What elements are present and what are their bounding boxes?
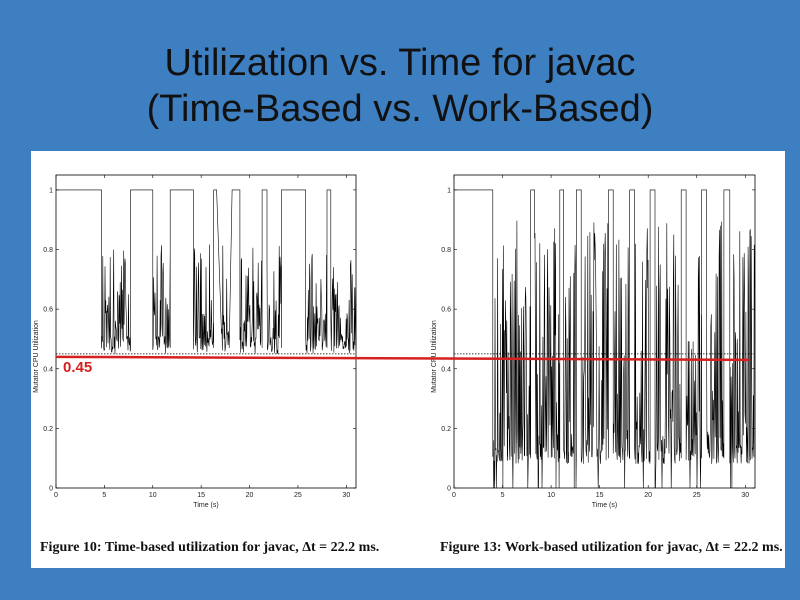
caption-figure-10-text: Time-based utilization for javac, Δt = 2… [104,540,380,555]
x-tick-label: 20 [644,492,652,499]
x-tick-label: 30 [741,492,749,499]
x-tick-label: 30 [342,492,350,499]
y-tick-label: 0 [447,486,451,493]
y-tick-label: 0.4 [441,366,451,373]
x-tick-label: 5 [102,492,106,499]
y-tick-label: 0 [49,486,53,493]
x-axis-label: Time (s) [193,502,218,509]
utilization-trace [454,189,756,489]
slide-title: Utilization vs. Time for javac (Time-Bas… [0,40,800,132]
reference-value-label: 0.45 [63,359,92,376]
caption-figure-13-text: Work-based utilization for javac, Δt = 2… [504,540,783,555]
x-tick-label: 5 [501,492,505,499]
y-axis-label: Mutator CPU Utilization [33,320,40,393]
x-tick-label: 10 [149,492,157,499]
caption-figure-10-prefix: Figure 10: [40,540,102,555]
y-tick-label: 0.8 [43,247,53,254]
y-tick-label: 0.6 [43,307,53,314]
reference-line-0.45 [55,355,751,362]
x-tick-label: 0 [54,492,58,499]
x-tick-label: 0 [452,492,456,499]
caption-figure-13: Figure 13: Work-based utilization for ja… [440,540,783,556]
x-tick-label: 15 [596,492,604,499]
title-line-2: (Time-Based vs. Work-Based) [146,88,654,130]
caption-figure-13-prefix: Figure 13: [440,540,502,555]
y-tick-label: 0.8 [441,247,451,254]
y-tick-label: 0.4 [43,366,53,373]
x-tick-label: 10 [547,492,555,499]
x-axis-label: Time (s) [592,502,617,509]
utilization-trace [56,189,357,354]
y-tick-label: 0.2 [441,426,451,433]
title-line-1: Utilization vs. Time for javac [164,42,636,84]
x-tick-label: 25 [294,492,302,499]
y-tick-label: 0.6 [441,307,451,314]
y-axis-label: Mutator CPU Utilization [431,320,438,393]
x-tick-label: 15 [197,492,205,499]
y-tick-label: 1 [49,187,53,194]
x-tick-label: 20 [246,492,254,499]
y-tick-label: 1 [447,187,451,194]
y-tick-label: 0.2 [43,426,53,433]
x-tick-label: 25 [693,492,701,499]
caption-figure-10: Figure 10: Time-based utilization for ja… [40,540,379,556]
